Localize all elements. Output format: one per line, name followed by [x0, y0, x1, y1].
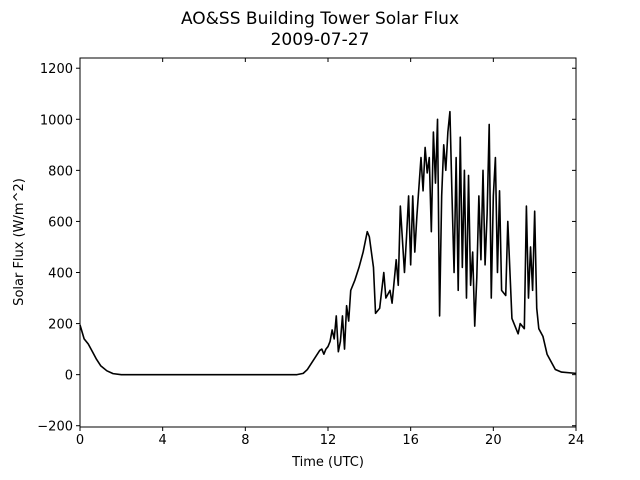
data-line: [79, 110, 577, 376]
plot-frame: [79, 57, 577, 428]
y-tick-label: 600: [48, 215, 73, 230]
y-tick-label: 1000: [40, 113, 73, 128]
y-tick-label: 1200: [40, 62, 73, 77]
y-axis-label: Solar Flux (W/m^2): [12, 178, 27, 306]
x-tick-label: 4: [159, 433, 167, 448]
x-axis-label: Time (UTC): [291, 455, 364, 470]
y-tick-label: 400: [48, 267, 73, 282]
y-tick-label: 0: [65, 369, 73, 384]
chart-title: AO&SS Building Tower Solar Flux: [181, 9, 459, 29]
x-tick-label: 0: [76, 433, 84, 448]
x-tick-label: 16: [402, 433, 419, 448]
y-tick-label: 800: [48, 164, 73, 179]
y-tick-label: 200: [48, 318, 73, 333]
x-tick-label: 8: [241, 433, 249, 448]
x-tick-label: 20: [485, 433, 502, 448]
x-tick-label: 12: [320, 433, 337, 448]
x-tick-label: 24: [568, 433, 585, 448]
chart-subtitle: 2009-07-27: [271, 30, 370, 50]
y-tick-label: −200: [37, 420, 73, 435]
